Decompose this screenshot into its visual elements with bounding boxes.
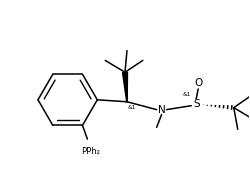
Text: &1: &1: [128, 105, 136, 110]
Text: S: S: [193, 99, 200, 109]
Text: &1: &1: [182, 92, 190, 97]
Text: N: N: [158, 105, 166, 115]
Text: PPh₂: PPh₂: [81, 147, 100, 156]
Text: O: O: [194, 78, 202, 88]
Polygon shape: [122, 72, 128, 102]
